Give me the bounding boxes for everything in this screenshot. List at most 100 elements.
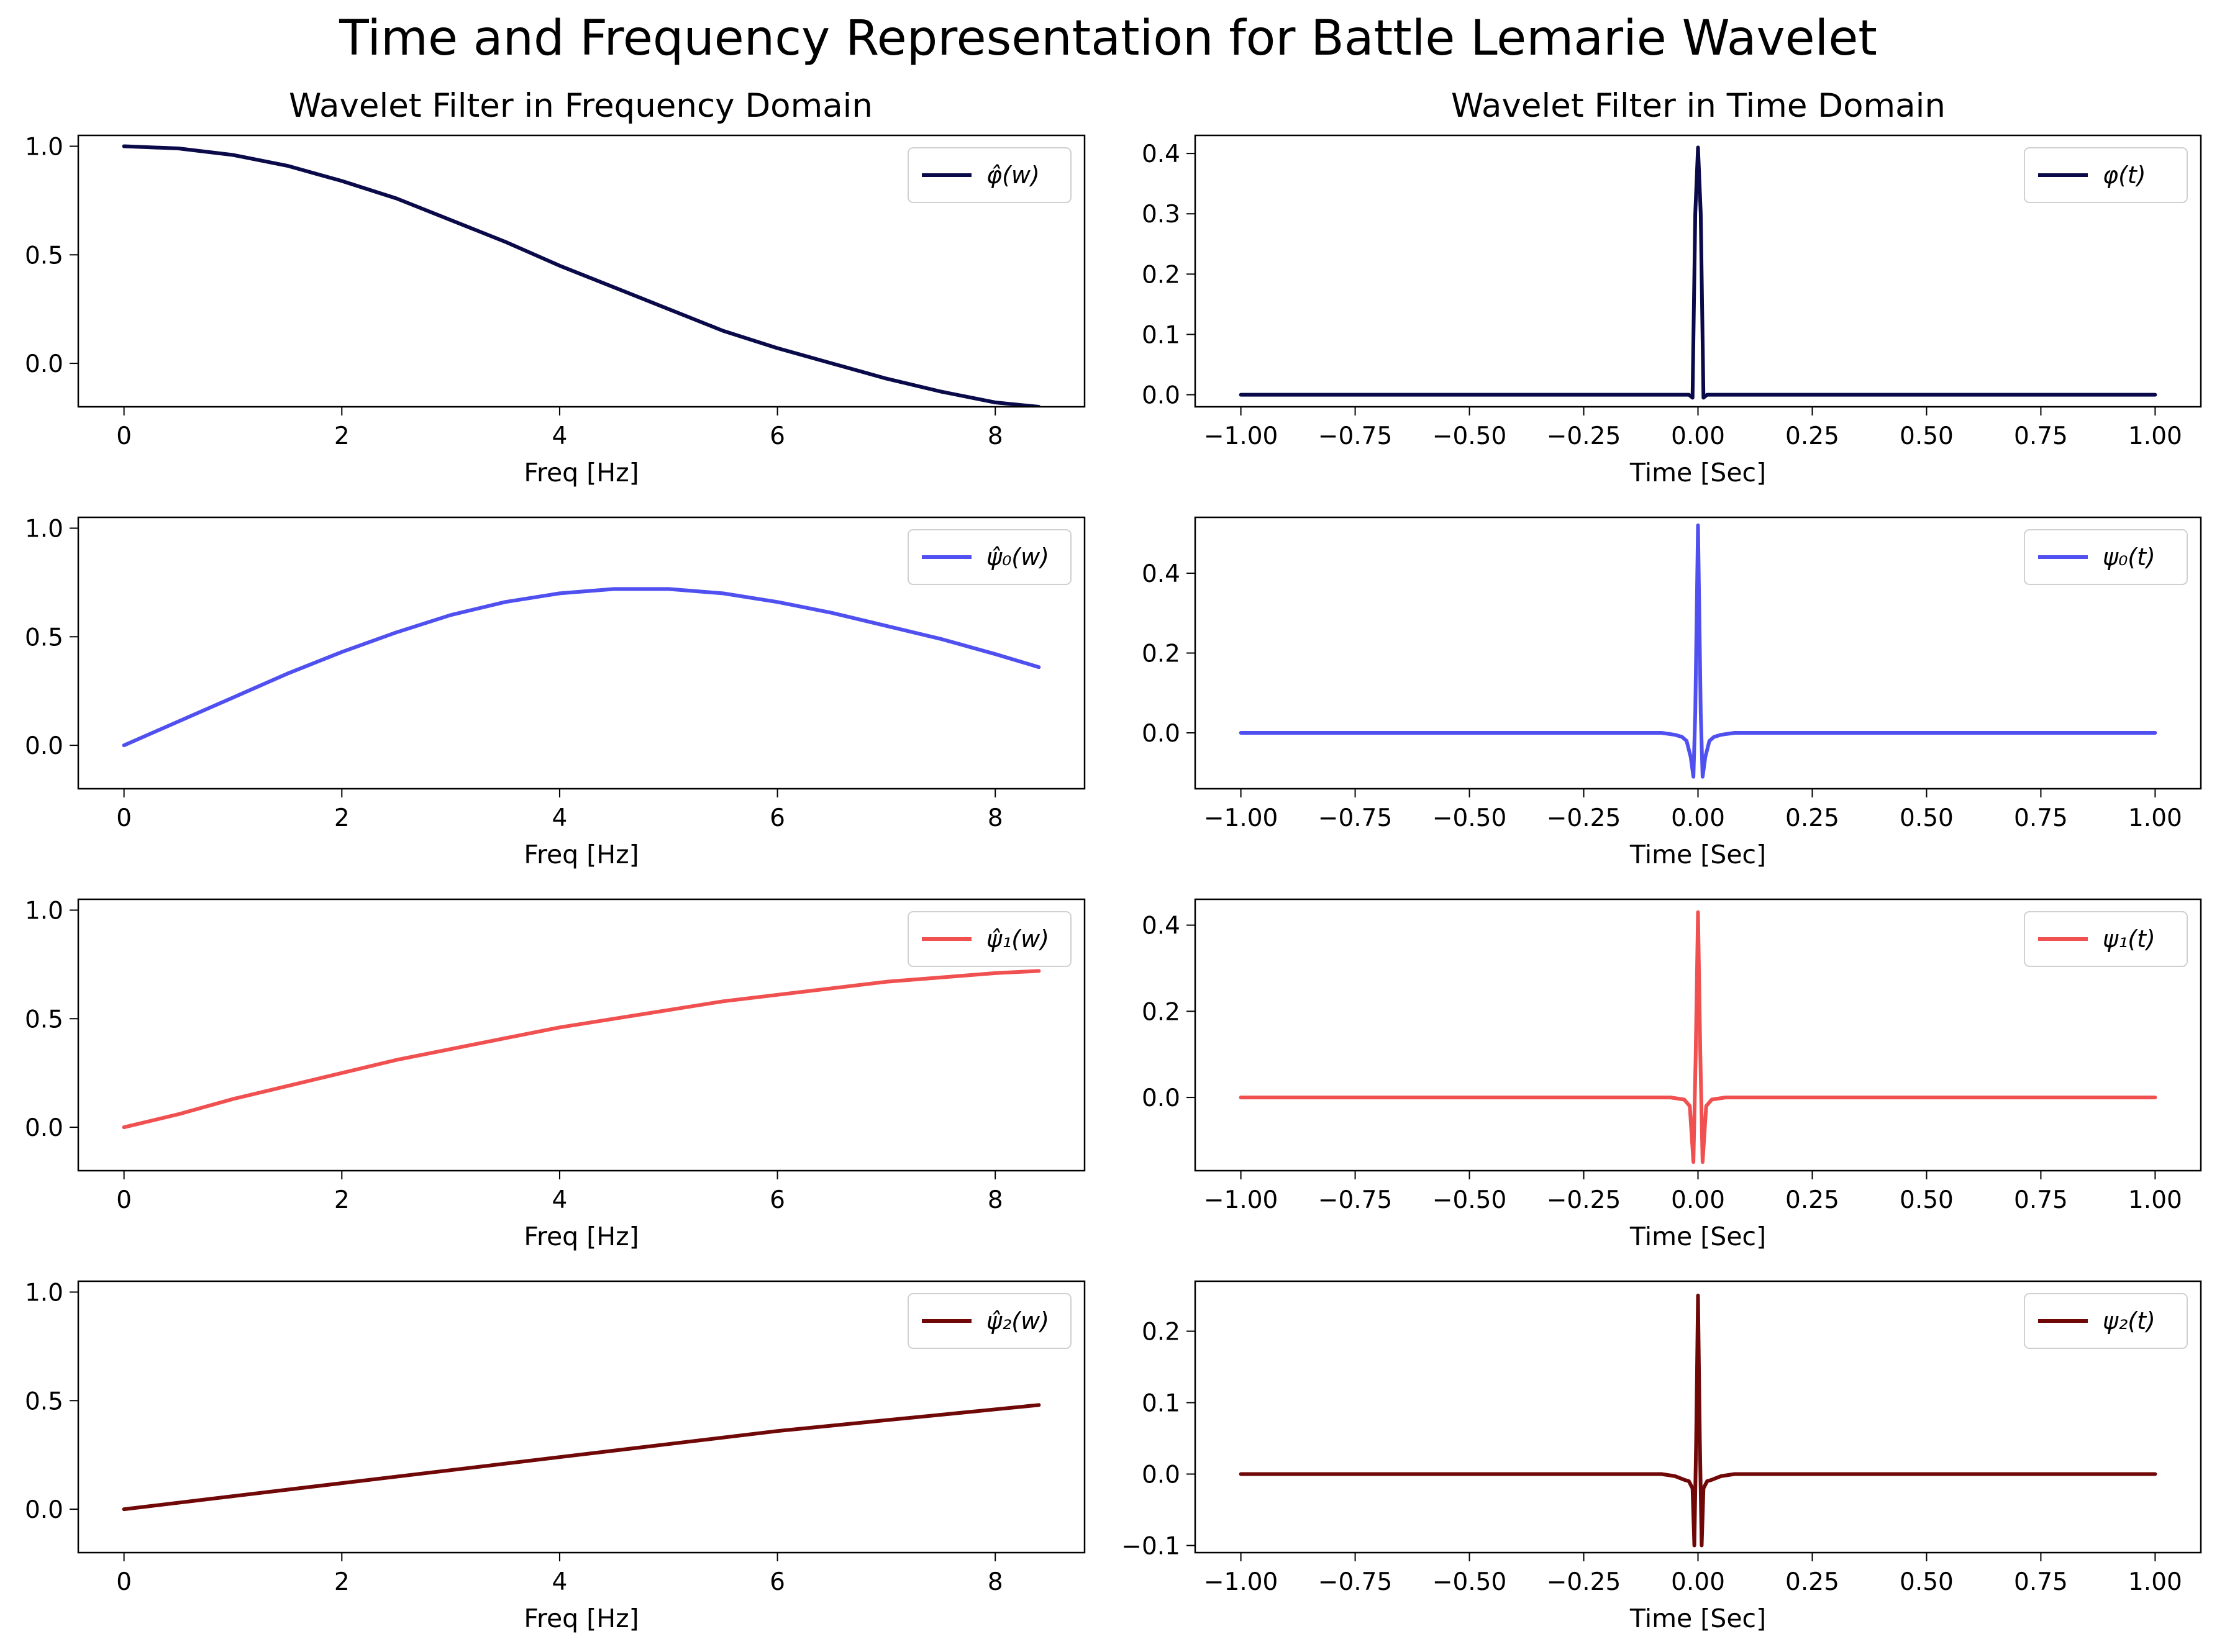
x-tick-label: 8 <box>988 1568 1003 1596</box>
y-tick-label: 1.0 <box>25 515 63 543</box>
series-line-time-2 <box>1239 910 2157 1164</box>
chart-panel-time-2: −1.00 −0.75 −0.50 −0.25 0.00 0.25 0.50 0.75 1.00… <box>1142 898 2202 1251</box>
x-tick-label: 2 <box>334 1186 350 1214</box>
x-tick-label: 0.50 <box>1900 1568 1954 1596</box>
legend-label: ψ₀(t) <box>2103 543 2156 571</box>
x-tick-label: 4 <box>552 1186 568 1214</box>
series-line-freq-2 <box>122 969 1041 1130</box>
figure-title: Time and Frequency Representation for Ba… <box>339 11 1877 66</box>
plot-frame <box>1194 1280 2202 1554</box>
x-tick-label: 6 <box>770 1568 785 1596</box>
plot-frame <box>1194 134 2202 408</box>
x-axis-label: Time [Sec] <box>1629 458 1766 488</box>
legend-label: ψ̂₂(w) <box>986 1307 1049 1335</box>
y-tick-label: 0.2 <box>1142 998 1180 1026</box>
x-tick-label: −0.25 <box>1547 422 1621 450</box>
x-tick-label: −1.00 <box>1204 422 1278 450</box>
legend-label: ψ₁(t) <box>2103 925 2156 953</box>
x-tick-label: −1.00 <box>1204 1186 1278 1214</box>
x-tick-label: −0.50 <box>1432 1568 1507 1596</box>
y-tick-label: 0.2 <box>1142 640 1180 668</box>
x-tick-label: 0 <box>116 1568 132 1596</box>
x-tick-label: 0 <box>116 422 132 450</box>
x-tick-label: 0 <box>116 804 132 832</box>
x-tick-label: 0.25 <box>1785 422 1839 450</box>
x-axis-label: Time [Sec] <box>1629 1604 1766 1633</box>
chart-panel-freq-1: 0 2 4 6 8 0.0 0.5 1.0 Freq [Hz] ψ̂₀(w) <box>25 515 1086 869</box>
legend-box <box>2024 147 2188 203</box>
series-line-freq-3 <box>122 1403 1041 1512</box>
y-tick-label: 0.0 <box>1142 382 1180 410</box>
series-line-time-0 <box>1239 145 2157 400</box>
y-tick-label: 0.4 <box>1142 560 1180 588</box>
y-tick-label: 1.0 <box>25 133 63 161</box>
x-tick-label: 6 <box>770 1186 785 1214</box>
x-tick-label: 0.75 <box>2014 1186 2068 1214</box>
x-axis-label: Freq [Hz] <box>524 840 639 869</box>
plot-frame <box>77 898 1086 1172</box>
y-tick-label: 0.0 <box>25 1496 63 1524</box>
y-tick-label: 0.5 <box>25 242 63 270</box>
x-tick-label: −0.75 <box>1318 1568 1393 1596</box>
y-tick-label: 0.5 <box>25 624 63 651</box>
x-tick-label: 0.00 <box>1671 1186 1725 1214</box>
x-tick-label: 8 <box>988 1186 1003 1214</box>
x-tick-label: 0.50 <box>1900 1186 1954 1214</box>
x-tick-label: −1.00 <box>1204 1568 1278 1596</box>
legend: ψ̂₁(w) <box>908 911 1072 967</box>
legend-box <box>2024 529 2188 585</box>
chart-panel-time-1: −1.00 −0.75 −0.50 −0.25 0.00 0.25 0.50 0.75 1.00… <box>1142 516 2202 869</box>
x-tick-label: 4 <box>552 804 568 832</box>
y-tick-label: 0.5 <box>25 1387 63 1415</box>
legend-label: ψ̂₀(w) <box>986 543 1049 571</box>
chart-panel-time-0: −1.00 −0.75 −0.50 −0.25 0.00 0.25 0.50 0.75 1.00… <box>1142 134 2202 488</box>
x-tick-label: −0.25 <box>1547 1568 1621 1596</box>
x-tick-label: 0.50 <box>1900 804 1954 832</box>
x-tick-label: 8 <box>988 422 1003 450</box>
y-tick-label: 1.0 <box>25 897 63 925</box>
y-tick-label: 0.4 <box>1142 912 1180 940</box>
x-tick-label: 0 <box>116 1186 132 1214</box>
series-line-freq-0 <box>122 144 1041 407</box>
frequency-column-title: Wavelet Filter in Frequency Domain <box>289 87 873 125</box>
plot-frame <box>1194 516 2202 790</box>
legend: ψ₁(t) <box>2024 911 2188 967</box>
chart-panel-freq-3: 0 2 4 6 8 0.0 0.5 1.0 Freq [Hz] ψ̂₂(w) <box>25 1279 1086 1633</box>
x-axis-label: Time [Sec] <box>1629 1222 1766 1251</box>
x-tick-label: −0.25 <box>1547 1186 1621 1214</box>
y-tick-label: 0.1 <box>1142 1390 1180 1418</box>
x-tick-label: 2 <box>334 804 350 832</box>
x-tick-label: 4 <box>552 1568 568 1596</box>
x-tick-label: 0.00 <box>1671 804 1725 832</box>
plot-frame <box>77 134 1086 408</box>
y-tick-label: 0.2 <box>1142 261 1180 289</box>
plot-frame <box>77 1280 1086 1554</box>
x-tick-label: −1.00 <box>1204 804 1278 832</box>
x-tick-label: 6 <box>770 422 785 450</box>
series-line-freq-1 <box>122 587 1041 748</box>
x-tick-label: 0.75 <box>2014 422 2068 450</box>
x-tick-label: −0.25 <box>1547 804 1621 832</box>
x-tick-label: −0.75 <box>1318 422 1393 450</box>
x-tick-label: 1.00 <box>2128 422 2182 450</box>
legend: φ(t) <box>2024 147 2188 203</box>
x-tick-label: 6 <box>770 804 785 832</box>
x-tick-label: 0.75 <box>2014 1568 2068 1596</box>
x-tick-label: 0.25 <box>1785 1186 1839 1214</box>
legend-box <box>908 1293 1072 1349</box>
y-tick-label: −0.1 <box>1121 1533 1180 1561</box>
y-tick-label: 0.5 <box>25 1005 63 1033</box>
chart-panel-freq-2: 0 2 4 6 8 0.0 0.5 1.0 Freq [Hz] ψ̂₁(w) <box>25 897 1086 1251</box>
legend-label: φ̂(w) <box>986 161 1040 189</box>
y-tick-label: 0.0 <box>25 350 63 378</box>
x-tick-label: 1.00 <box>2128 1568 2182 1596</box>
x-tick-label: 0.00 <box>1671 422 1725 450</box>
series-line-time-1 <box>1239 523 2157 779</box>
legend-box <box>908 911 1072 967</box>
x-tick-label: −0.75 <box>1318 1186 1393 1214</box>
legend-box <box>2024 1293 2188 1349</box>
y-tick-label: 0.4 <box>1142 140 1180 168</box>
x-tick-label: 0.50 <box>1900 422 1954 450</box>
plot-frame <box>77 516 1086 790</box>
